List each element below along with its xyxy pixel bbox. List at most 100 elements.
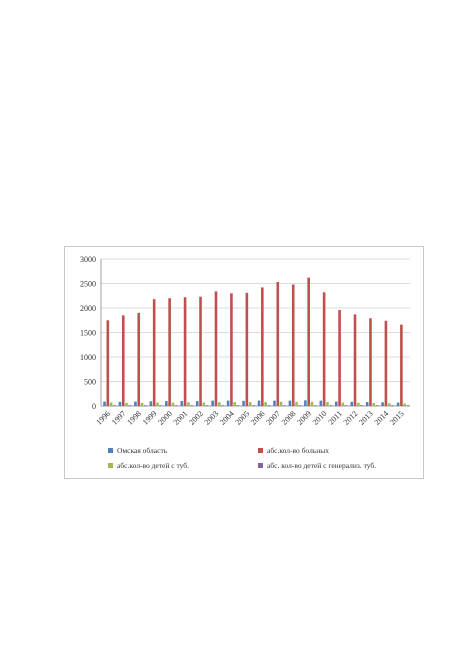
bar-c0504d-2009 bbox=[307, 277, 310, 406]
x-tick-label: 2015 bbox=[388, 409, 406, 427]
chart-area: 0 500 1000 1500 2000 2500 3000 1996 1997 1998 1999… bbox=[64, 246, 424, 479]
bar-9bbb59-2003 bbox=[217, 402, 221, 406]
y-tick-label: 3000 bbox=[80, 255, 96, 264]
bar-c0504d-2015 bbox=[400, 324, 403, 406]
x-tick-label: 2005 bbox=[234, 409, 252, 427]
bar-9bbb59-2010 bbox=[326, 402, 329, 406]
bar-4f81bd-2009 bbox=[304, 400, 307, 406]
bar-4f81bd-2000 bbox=[165, 401, 168, 406]
x-tick-label: 2013 bbox=[357, 409, 375, 427]
x-tick-label: 2003 bbox=[203, 409, 221, 427]
bar-9bbb59-2004 bbox=[233, 402, 237, 406]
bar-9bbb59-2015 bbox=[403, 403, 406, 406]
bar-4f81bd-2012 bbox=[350, 401, 354, 406]
bar-4f81bd-2014 bbox=[381, 402, 384, 406]
bar-4f81bd-2006 bbox=[257, 400, 261, 406]
legend-swatch bbox=[258, 448, 263, 453]
x-tick-label: 2011 bbox=[326, 409, 343, 426]
bar-9bbb59-1996 bbox=[109, 402, 113, 406]
bar-8064a2-2013 bbox=[375, 405, 379, 406]
x-tick-label: 2012 bbox=[342, 409, 360, 427]
bar-8064a2-2007 bbox=[283, 405, 286, 406]
x-tick-label: 1999 bbox=[141, 409, 159, 427]
x-tick-label: 1996 bbox=[94, 409, 112, 427]
x-tick-label: 2006 bbox=[249, 409, 267, 427]
bar-9bbb59-2000 bbox=[171, 402, 175, 406]
bar-4f81bd-2008 bbox=[288, 400, 292, 406]
x-tick-label: 1997 bbox=[110, 409, 128, 427]
bar-c0504d-1999 bbox=[152, 299, 156, 406]
bar-4f81bd-2013 bbox=[365, 402, 369, 406]
bar-8064a2-1997 bbox=[128, 405, 132, 406]
x-tick-label: 2010 bbox=[311, 409, 329, 427]
bar-4f81bd-2015 bbox=[396, 402, 400, 406]
bar-c0504d-2005 bbox=[245, 292, 249, 406]
bar-c0504d-1996 bbox=[106, 320, 110, 406]
x-tick-label: 1998 bbox=[125, 409, 143, 427]
bar-c0504d-2002 bbox=[199, 296, 202, 406]
bar-9bbb59-2012 bbox=[357, 402, 360, 406]
x-tick-label: 2002 bbox=[187, 409, 205, 427]
bar-4f81bd-2002 bbox=[195, 401, 199, 406]
bar-8064a2-2006 bbox=[267, 405, 271, 406]
bar-4f81bd-1996 bbox=[103, 401, 106, 406]
bar-8064a2-2008 bbox=[298, 405, 302, 406]
legend-item-children: абс.кол-во детей с туб. bbox=[108, 461, 189, 470]
bar-4f81bd-2004 bbox=[226, 400, 230, 406]
bar-9bbb59-2011 bbox=[341, 402, 345, 406]
bar-4f81bd-1999 bbox=[149, 401, 153, 406]
y-tick-label: 500 bbox=[84, 378, 96, 387]
y-tick-label: 0 bbox=[92, 402, 96, 411]
bar-c0504d-2004 bbox=[230, 293, 233, 406]
x-tick-label: 2014 bbox=[373, 409, 391, 427]
bar-9bbb59-2007 bbox=[279, 401, 283, 406]
bar-4f81bd-2010 bbox=[319, 400, 323, 406]
bar-c0504d-2001 bbox=[183, 297, 187, 406]
y-tick-label: 1500 bbox=[80, 329, 96, 338]
bar-c0504d-2011 bbox=[338, 309, 341, 406]
x-tick-label: 2001 bbox=[172, 409, 190, 427]
bar-c0504d-2000 bbox=[168, 298, 171, 406]
x-tick-label: 2000 bbox=[156, 409, 174, 427]
bar-c0504d-2007 bbox=[276, 282, 280, 406]
legend-label: Омская область bbox=[117, 446, 168, 455]
bar-9bbb59-2013 bbox=[372, 403, 376, 406]
bar-8064a2-2005 bbox=[252, 405, 255, 406]
bar-8064a2-2000 bbox=[174, 405, 178, 406]
legend-swatch bbox=[258, 463, 263, 468]
bar-4f81bd-2005 bbox=[242, 400, 245, 406]
bar-4f81bd-2007 bbox=[273, 400, 276, 406]
bar-4f81bd-2011 bbox=[334, 401, 338, 406]
bar-8064a2-2014 bbox=[391, 405, 394, 406]
bar-c0504d-2012 bbox=[353, 314, 357, 406]
bar-9bbb59-1999 bbox=[156, 402, 159, 406]
bar-4f81bd-1997 bbox=[118, 401, 122, 406]
bar-c0504d-2013 bbox=[369, 318, 372, 406]
y-tick-label: 2000 bbox=[80, 304, 96, 313]
bar-8064a2-2010 bbox=[329, 405, 333, 406]
bar-9bbb59-2001 bbox=[187, 402, 190, 406]
bar-8064a2-2012 bbox=[360, 405, 363, 406]
x-tick-label: 2007 bbox=[264, 409, 282, 427]
legend-swatch bbox=[108, 463, 113, 468]
bar-9bbb59-2014 bbox=[387, 403, 391, 406]
bar-8064a2-2001 bbox=[190, 405, 193, 406]
bar-4f81bd-2001 bbox=[180, 401, 184, 406]
bar-c0504d-2014 bbox=[384, 320, 388, 406]
legend-label: абс.кол-во больных bbox=[267, 446, 330, 455]
bar-8064a2-2003 bbox=[221, 405, 224, 406]
bar-9bbb59-2006 bbox=[264, 402, 267, 406]
bar-c0504d-1998 bbox=[137, 312, 141, 406]
bar-9bbb59-2002 bbox=[202, 402, 206, 406]
bar-8064a2-1996 bbox=[113, 405, 116, 406]
bar-8064a2-2004 bbox=[236, 405, 240, 406]
legend-item-generalized: абс. кол-во детей с генерализ. туб. bbox=[258, 461, 376, 470]
chart-legend: Омская область абс.кол-во больных абс.ко… bbox=[36, 446, 416, 482]
bar-c0504d-2006 bbox=[261, 287, 264, 406]
bar-8064a2-1999 bbox=[159, 405, 163, 406]
bar-9bbb59-1998 bbox=[140, 402, 144, 406]
x-tick-label: 2009 bbox=[295, 409, 313, 427]
bar-8064a2-1998 bbox=[144, 405, 147, 406]
bar-c0504d-2010 bbox=[322, 292, 326, 406]
y-tick-label: 1000 bbox=[80, 353, 96, 362]
